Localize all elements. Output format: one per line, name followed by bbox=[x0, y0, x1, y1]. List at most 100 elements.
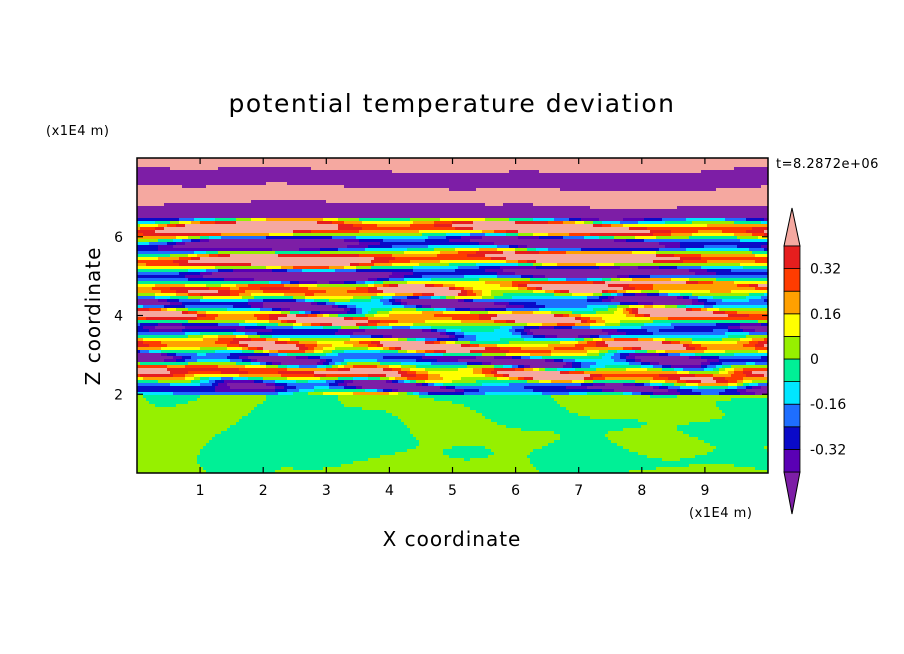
field-cell bbox=[404, 191, 407, 194]
field-cell bbox=[461, 200, 464, 203]
field-cell bbox=[449, 182, 452, 185]
field-cell bbox=[143, 227, 146, 230]
field-cell bbox=[167, 170, 170, 173]
field-cell bbox=[269, 173, 272, 176]
field-cell bbox=[674, 197, 677, 200]
field-cell bbox=[764, 179, 767, 182]
field-cell bbox=[437, 182, 440, 185]
field-cell bbox=[608, 212, 611, 215]
field-cell bbox=[311, 197, 314, 200]
field-cell bbox=[428, 227, 431, 230]
field-cell bbox=[302, 206, 305, 209]
field-cell bbox=[398, 176, 401, 179]
field-cell bbox=[179, 173, 182, 176]
field-cell bbox=[722, 215, 725, 218]
field-cell bbox=[224, 200, 227, 203]
field-cell bbox=[593, 209, 596, 212]
field-cell bbox=[479, 224, 482, 227]
field-cell bbox=[593, 200, 596, 203]
field-cell bbox=[512, 164, 515, 167]
field-cell bbox=[497, 170, 500, 173]
field-cell bbox=[572, 179, 575, 182]
field-cell bbox=[734, 182, 737, 185]
field-cell bbox=[722, 218, 725, 221]
field-cell bbox=[548, 161, 551, 164]
field-cell bbox=[308, 176, 311, 179]
field-cell bbox=[656, 212, 659, 215]
field-cell bbox=[605, 161, 608, 164]
field-cell bbox=[722, 197, 725, 200]
field-cell bbox=[737, 221, 740, 224]
field-cell bbox=[638, 209, 641, 212]
field-cell bbox=[338, 206, 341, 209]
field-cell bbox=[380, 197, 383, 200]
field-cell bbox=[176, 188, 179, 191]
field-cell bbox=[653, 191, 656, 194]
field-cell bbox=[440, 173, 443, 176]
field-cell bbox=[209, 206, 212, 209]
field-cell bbox=[197, 212, 200, 215]
field-cell bbox=[197, 170, 200, 173]
field-cell bbox=[518, 188, 521, 191]
field-cell bbox=[644, 215, 647, 218]
field-cell bbox=[545, 209, 548, 212]
field-cell bbox=[290, 209, 293, 212]
field-cell bbox=[518, 200, 521, 203]
field-cell bbox=[158, 197, 161, 200]
field-cell bbox=[251, 221, 254, 224]
field-cell bbox=[539, 209, 542, 212]
field-cell bbox=[467, 176, 470, 179]
field-cell bbox=[464, 221, 467, 224]
field-cell bbox=[554, 209, 557, 212]
field-cell bbox=[185, 182, 188, 185]
field-cell bbox=[305, 182, 308, 185]
field-cell bbox=[275, 161, 278, 164]
field-cell bbox=[311, 188, 314, 191]
field-cell bbox=[713, 179, 716, 182]
field-cell bbox=[692, 212, 695, 215]
field-cell bbox=[179, 218, 182, 221]
field-cell bbox=[452, 164, 455, 167]
field-cell bbox=[521, 170, 524, 173]
field-cell bbox=[329, 170, 332, 173]
field-cell bbox=[401, 221, 404, 224]
field-cell bbox=[485, 176, 488, 179]
field-cell bbox=[413, 173, 416, 176]
field-cell bbox=[557, 173, 560, 176]
field-cell bbox=[617, 218, 620, 221]
field-cell bbox=[554, 179, 557, 182]
field-cell bbox=[533, 182, 536, 185]
field-cell bbox=[437, 215, 440, 218]
field-cell bbox=[260, 197, 263, 200]
field-cell bbox=[239, 170, 242, 173]
field-cell bbox=[563, 161, 566, 164]
field-cell bbox=[380, 203, 383, 206]
field-cell bbox=[413, 227, 416, 230]
field-cell bbox=[749, 164, 752, 167]
field-cell bbox=[146, 206, 149, 209]
field-cell bbox=[668, 164, 671, 167]
field-cell bbox=[665, 215, 668, 218]
field-cell bbox=[284, 206, 287, 209]
field-cell bbox=[362, 170, 365, 173]
field-cell bbox=[296, 188, 299, 191]
field-cell bbox=[218, 191, 221, 194]
field-cell bbox=[599, 167, 602, 170]
field-cell bbox=[275, 173, 278, 176]
field-cell bbox=[242, 179, 245, 182]
field-cell bbox=[335, 206, 338, 209]
field-cell bbox=[356, 206, 359, 209]
field-cell bbox=[374, 218, 377, 221]
field-cell bbox=[542, 182, 545, 185]
field-cell bbox=[209, 227, 212, 230]
field-cell bbox=[464, 179, 467, 182]
field-cell bbox=[452, 194, 455, 197]
field-cell bbox=[413, 191, 416, 194]
field-cell bbox=[632, 167, 635, 170]
field-cell bbox=[623, 209, 626, 212]
field-cell bbox=[650, 167, 653, 170]
field-cell bbox=[215, 200, 218, 203]
field-cell bbox=[527, 185, 530, 188]
field-cell bbox=[695, 212, 698, 215]
field-cell bbox=[443, 194, 446, 197]
